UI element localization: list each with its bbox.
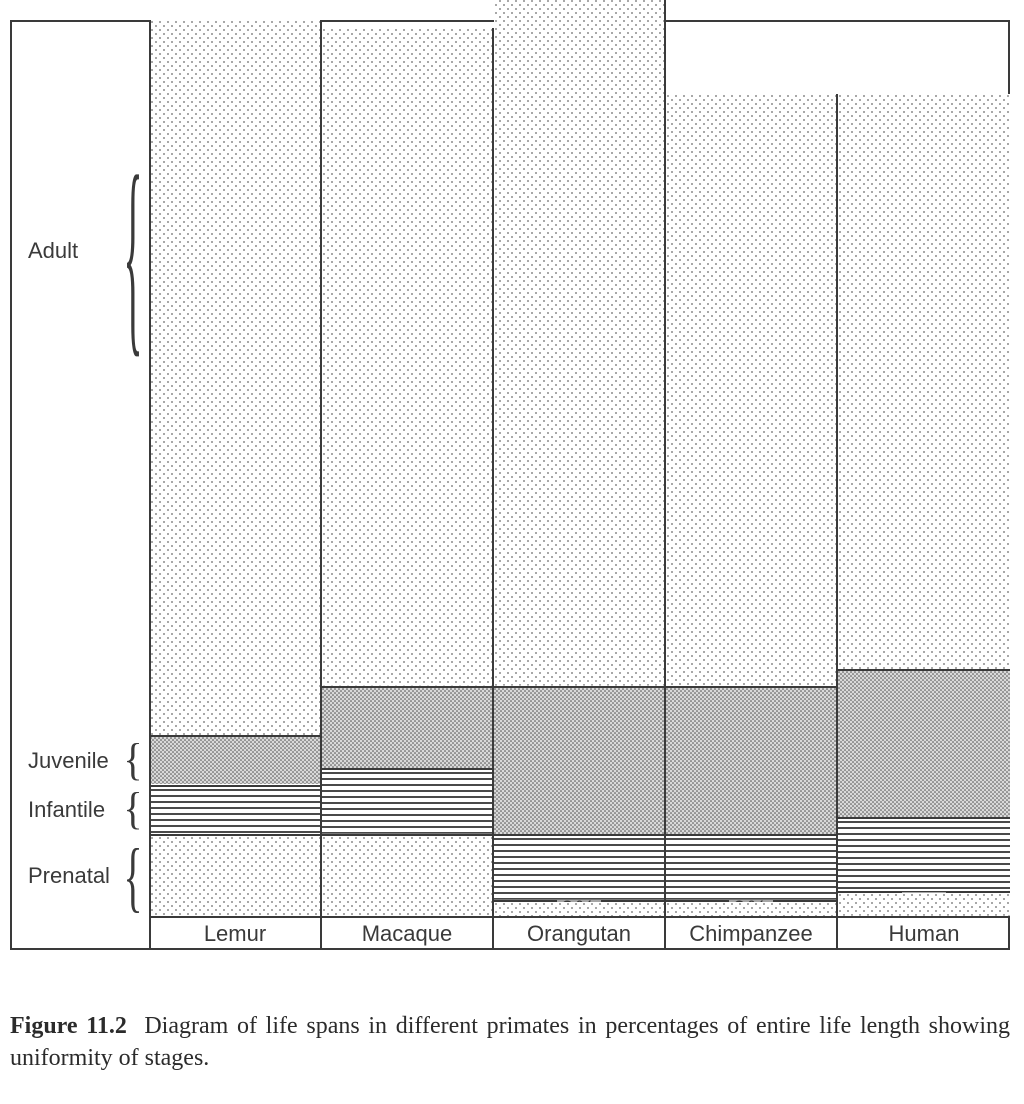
plot-left-rule xyxy=(149,20,151,950)
stage-segment-infantile: 9% xyxy=(838,817,1010,891)
stage-segment-prenatal: 10% xyxy=(150,834,320,916)
stage-segment-adult: 80% xyxy=(322,28,492,686)
stage-segment-adult: 84% xyxy=(494,0,664,686)
x-axis-label: Macaque xyxy=(322,918,494,950)
stage-segment-infantile: 6% xyxy=(150,785,320,834)
stage-segment-adult: 72% xyxy=(666,94,836,686)
stage-segment-infantile: 8% xyxy=(494,834,664,900)
stage-segment-juvenile: 6% xyxy=(150,735,320,784)
stage-segment-adult: 70% xyxy=(838,94,1010,669)
plot-area: 10%6%6%87%10%8%10%80%2%8%18%84%2%8%18%72… xyxy=(150,20,1010,916)
stage-segment-prenatal: 10% xyxy=(322,834,492,916)
species-column: 2%8%18%72% xyxy=(666,94,838,916)
stage-segment-prenatal: 2% xyxy=(494,900,664,916)
figure-caption-text: Diagram of life spans in different prima… xyxy=(10,1013,1010,1071)
figure-caption-label: Figure 11.2 xyxy=(10,1013,127,1039)
stage-segment-juvenile: 18% xyxy=(494,686,664,834)
x-axis-label: Human xyxy=(838,918,1010,950)
stage-segment-infantile: 8% xyxy=(666,834,836,900)
page: Figure 11.2 Diagram of life spans in dif… xyxy=(0,0,1024,1104)
species-column: 10%8%10%80% xyxy=(322,28,494,916)
species-column: 2%8%18%84% xyxy=(494,0,666,916)
stage-label-adult: Adult xyxy=(28,238,78,264)
stage-label-juvenile: Juvenile xyxy=(28,748,109,774)
x-axis-label: Orangutan xyxy=(494,918,666,950)
brace-icon: { xyxy=(118,798,148,951)
stage-segment-juvenile: 18% xyxy=(838,669,1010,817)
stage-segment-infantile: 8% xyxy=(322,768,492,834)
brace-icon: { xyxy=(118,0,148,855)
species-column: 3%9%18%70% xyxy=(838,94,1010,916)
x-axis: LemurMacaqueOrangutanChimpanzeeHuman xyxy=(150,916,1010,950)
brace-icon: { xyxy=(118,734,148,785)
figure-caption: Figure 11.2 Diagram of life spans in dif… xyxy=(10,1010,1010,1075)
stage-label-infantile: Infantile xyxy=(28,797,105,823)
stage-segment-juvenile: 18% xyxy=(666,686,836,834)
stage-label-prenatal: Prenatal xyxy=(28,863,110,889)
stage-segment-prenatal: 2% xyxy=(666,900,836,916)
x-axis-label: Chimpanzee xyxy=(666,918,838,950)
stage-segment-juvenile: 10% xyxy=(322,686,492,768)
species-column: 10%6%6%87% xyxy=(150,20,322,916)
x-axis-label: Lemur xyxy=(150,918,322,950)
stage-segment-adult: 87% xyxy=(150,20,320,735)
stage-segment-prenatal: 3% xyxy=(838,891,1010,916)
